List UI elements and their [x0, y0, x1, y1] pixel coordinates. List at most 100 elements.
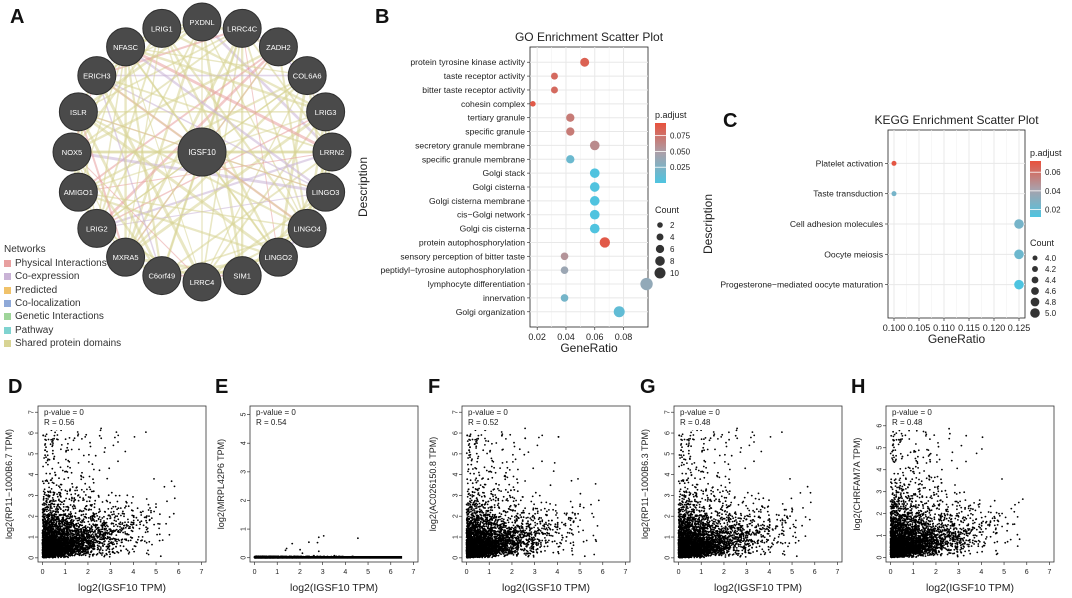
scatter-point — [147, 549, 149, 552]
plot-frame — [249, 405, 419, 563]
scatter-point — [132, 521, 135, 524]
scatter-point — [42, 482, 45, 485]
scatter-point — [114, 505, 117, 508]
scatter-point — [72, 546, 75, 548]
scatter-point — [109, 501, 111, 504]
enrichment-dot — [530, 101, 536, 107]
scatter-point — [99, 429, 102, 432]
scatter-point — [52, 525, 54, 528]
network-legend: Networks Physical Interactions Co-express… — [4, 244, 121, 350]
scatter-point — [51, 523, 53, 526]
scatter-point — [133, 550, 136, 553]
scatter-point — [51, 467, 54, 470]
scatter-point — [63, 478, 66, 480]
scatter-point — [127, 539, 130, 542]
scatter-point — [65, 527, 67, 530]
scatter-point — [51, 452, 54, 455]
scatter-point — [155, 506, 157, 509]
scatter-point — [46, 540, 49, 543]
scatter-point — [43, 493, 46, 496]
scatter-point — [88, 461, 90, 463]
network-node: NFASC — [106, 27, 146, 67]
scatter-point — [59, 527, 61, 530]
scatter-point — [57, 545, 60, 547]
scatter-point — [53, 521, 56, 523]
scatter-point — [99, 520, 102, 523]
x-tick-label: 2 — [298, 569, 302, 576]
scatter-point — [48, 531, 51, 533]
scatter-point — [105, 524, 108, 527]
y-tick-label: Golgi stack — [482, 168, 525, 178]
scatter-point — [77, 534, 80, 536]
scatter-point — [49, 510, 52, 512]
scatter-point — [59, 466, 62, 469]
scatter-point — [109, 536, 111, 539]
scatter-point — [123, 515, 125, 518]
enrichment-dot — [1014, 279, 1024, 290]
scatter-point — [142, 510, 144, 513]
scatter-point — [55, 527, 57, 530]
scatter-point — [61, 469, 64, 472]
scatter-point — [72, 439, 75, 442]
scatter-point — [54, 552, 56, 555]
scatter-point — [79, 523, 82, 526]
scatter-point — [131, 548, 134, 550]
x-tick-label: 4 — [555, 569, 559, 576]
scatter-point — [159, 513, 161, 516]
scatter-point — [78, 518, 81, 520]
scatter-point — [76, 519, 79, 522]
scatter-point — [64, 438, 67, 441]
scatter-point — [54, 519, 57, 522]
scatter-point — [110, 511, 112, 513]
size-legend-dot — [655, 256, 665, 266]
size-legend-dot — [655, 244, 665, 254]
scatter-point — [50, 534, 53, 537]
scatter-point — [94, 538, 97, 540]
scatter-point — [72, 537, 75, 540]
scatter-point — [110, 541, 113, 543]
scatter-point — [56, 434, 59, 436]
scatter-point — [59, 536, 62, 539]
size-legend-label: 5.0 — [1045, 309, 1057, 318]
scatter-point — [121, 523, 123, 525]
network-legend-swatch — [4, 326, 11, 334]
scatter-point — [89, 488, 92, 491]
scatter-point — [104, 532, 107, 535]
scatter-point — [135, 541, 138, 543]
scatter-point — [127, 518, 129, 521]
x-tick-label: 0 — [41, 569, 45, 576]
scatter-point — [173, 485, 176, 488]
scatter-point — [70, 471, 73, 474]
scatter-point — [79, 547, 82, 549]
scatter-point — [316, 541, 319, 544]
scatter-point — [43, 508, 46, 510]
scatter-point — [62, 519, 65, 521]
scatter-point — [53, 537, 56, 540]
scatter-point — [65, 506, 68, 508]
scatter-point — [94, 526, 97, 529]
scatter-point — [81, 471, 83, 474]
x-tick-label: 0.115 — [958, 323, 980, 333]
scatter-point — [47, 532, 49, 534]
network-node: LRRC4C — [222, 8, 262, 48]
scatter-point — [145, 431, 147, 433]
scatter-point — [98, 434, 101, 437]
scatter-point — [78, 552, 81, 555]
network-node: ERICH3 — [77, 56, 117, 96]
scatter-point — [50, 512, 53, 515]
scatter-point — [124, 531, 126, 533]
panel-label-c: C — [723, 110, 738, 132]
scatter-point — [113, 543, 115, 545]
network-node: LINGO2 — [258, 237, 298, 277]
x-tick-label: 6 — [177, 569, 181, 576]
scatter-point — [113, 513, 115, 515]
scatter-point — [94, 529, 96, 532]
scatter-point — [82, 454, 85, 457]
scatter-point — [91, 528, 94, 531]
scatter-point — [114, 515, 117, 517]
scatter-point — [101, 524, 104, 527]
scatter-point — [73, 543, 76, 546]
scatter-point — [103, 521, 105, 524]
scatter-point — [143, 540, 146, 543]
scatter-point — [68, 498, 71, 501]
